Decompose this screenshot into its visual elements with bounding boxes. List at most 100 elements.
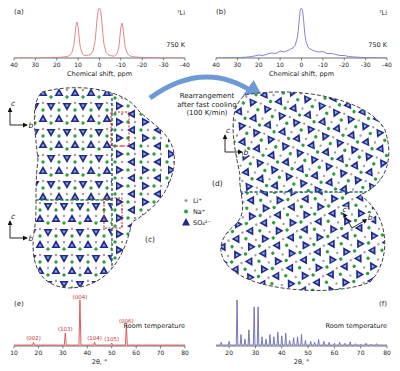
sulfate: [205, 254, 213, 263]
na-ion: [129, 199, 132, 202]
x-tick-label: 0: [98, 61, 102, 68]
li-ion: [212, 73, 214, 75]
li-ion: [218, 232, 220, 234]
li-ion: [98, 193, 100, 195]
na-ion: [41, 212, 44, 215]
li-ion: [134, 217, 136, 219]
li-ion: [212, 249, 214, 251]
na-ion: [178, 312, 181, 315]
sulfate: [55, 192, 64, 200]
sulfate-inner: [209, 260, 213, 263]
li-ion: [134, 297, 136, 299]
li-ion: [147, 161, 149, 163]
li-ion: [2, 63, 4, 65]
li-ion: [225, 113, 227, 115]
li-ion: [114, 63, 116, 65]
sulfate-inner: [183, 288, 186, 292]
sulfate: [127, 190, 135, 199]
na-ion: [217, 212, 220, 215]
sulfate-inner: [143, 264, 146, 268]
li-ion: [199, 145, 201, 147]
na-ion: [89, 212, 92, 215]
li-ion: [74, 102, 76, 104]
sulfate-inner: [169, 280, 172, 284]
sulfate: [71, 166, 80, 174]
li-ion: [210, 167, 212, 169]
sulfate-inner: [177, 234, 181, 237]
li-ion: [186, 153, 188, 155]
li-ion: [106, 258, 108, 260]
na-ion: [139, 48, 142, 51]
sulfate-inner: [153, 222, 157, 225]
chart-panel: 203040506070802θ, °(f)Room temperature: [216, 300, 391, 366]
na-ion: [161, 69, 164, 72]
na-ion: [9, 238, 12, 241]
sulfate-inner: [145, 78, 149, 81]
sulfate-inner: [183, 192, 186, 196]
li-ion: [134, 153, 136, 155]
na-ion: [97, 43, 100, 46]
sulfate: [167, 62, 176, 70]
sulfate-inner: [41, 196, 45, 199]
sulfate-inner: [221, 88, 224, 92]
na-ion: [185, 56, 188, 59]
sulfate: [257, 302, 265, 311]
x-axis-label: 2θ, °: [294, 358, 310, 366]
sulfate-inner: [153, 40, 157, 43]
sulfate: [95, 155, 104, 163]
na-ion: [126, 184, 129, 187]
li-ion: [42, 76, 44, 78]
sulfate-inner: [193, 104, 197, 107]
sulfate-inner: [117, 280, 120, 284]
na-ion: [97, 121, 100, 124]
sulfate-inner: [105, 112, 108, 116]
sulfate-inner: [117, 120, 120, 124]
li-ion: [212, 233, 214, 235]
na-ion: [73, 160, 76, 163]
sulfate-inner: [81, 234, 85, 237]
sulfate: [167, 218, 176, 226]
sulfate-inner: [17, 104, 21, 107]
li-ion: [173, 273, 175, 275]
sulfate-inner: [1, 52, 5, 55]
li-ion: [173, 257, 175, 259]
na-ion: [65, 121, 68, 124]
na-ion: [105, 56, 108, 59]
sulfate: [63, 25, 72, 33]
li-ion: [160, 89, 162, 91]
sulfate-inner: [65, 130, 69, 133]
li-ion: [106, 154, 108, 156]
sulfate: [127, 62, 135, 71]
na-ion: [25, 212, 28, 215]
sulfate-inner: [185, 170, 189, 173]
sulfate: [39, 62, 48, 70]
sulfate-inner: [57, 92, 61, 95]
na-ion: [185, 108, 188, 111]
sulfate-inner: [117, 248, 120, 252]
x-tick-label: 70: [357, 349, 365, 356]
sulfate: [79, 103, 88, 111]
sulfate-inner: [157, 176, 160, 180]
na-ion: [105, 186, 108, 189]
li-ion: [66, 193, 68, 195]
li-ion: [264, 313, 266, 315]
sulfate-inner: [131, 176, 134, 180]
na-ion: [217, 240, 220, 243]
sulfate: [179, 78, 187, 87]
sulfate-inner: [209, 234, 213, 237]
sulfate: [71, 62, 80, 70]
sulfate: [143, 77, 152, 85]
sulfate-inner: [169, 40, 172, 44]
sulfate-inner: [209, 64, 212, 68]
x-tick-label: 20: [53, 61, 61, 68]
sulfate: [246, 54, 254, 63]
sulfate-inner: [131, 96, 134, 100]
li-ion: [225, 289, 227, 291]
na-ion: [185, 82, 188, 85]
li-ion: [50, 167, 52, 169]
li-ion: [225, 65, 227, 67]
sulfate: [23, 244, 32, 252]
li-ion: [212, 281, 214, 283]
sulfate-inner: [131, 112, 134, 116]
sulfate-inner: [17, 130, 21, 133]
